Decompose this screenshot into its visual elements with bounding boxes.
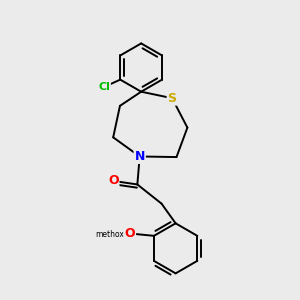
Text: N: N (134, 150, 145, 163)
Text: Cl: Cl (98, 82, 110, 92)
Text: O: O (108, 174, 119, 188)
Text: S: S (168, 92, 177, 105)
Text: O: O (124, 227, 135, 240)
Text: methoxy: methoxy (95, 230, 128, 239)
